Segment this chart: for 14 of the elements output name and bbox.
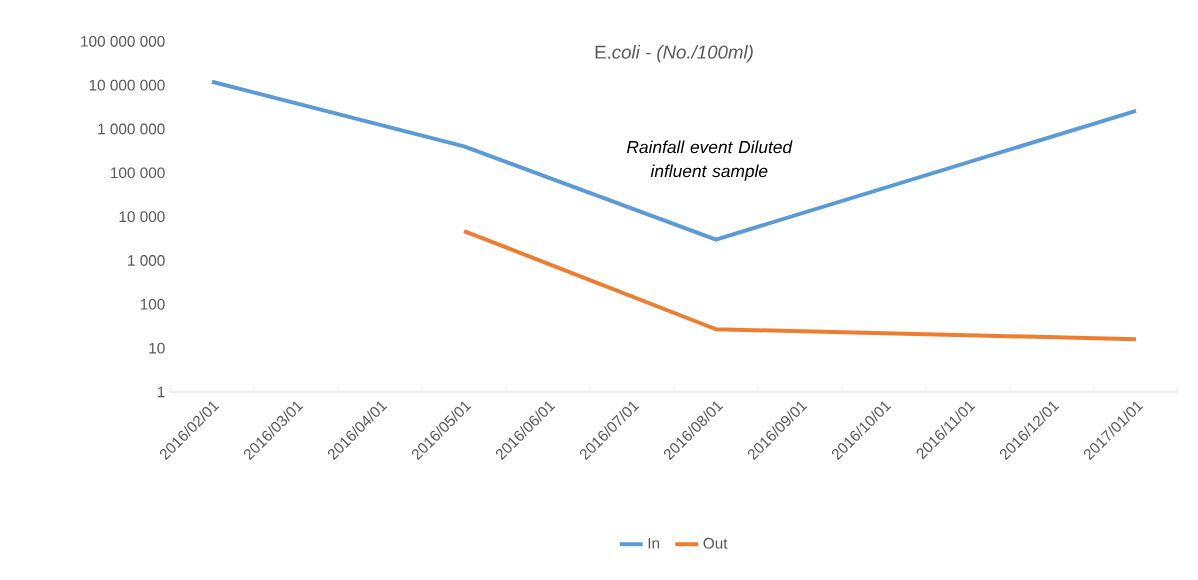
chart-title: E.coli - (No./100ml) <box>595 45 753 63</box>
y-tick-label: 1 000 000 <box>98 123 165 135</box>
legend-label: In <box>648 537 660 549</box>
annotation: Rainfall event Diluted influent sample <box>626 140 793 181</box>
line-series <box>210 79 1138 242</box>
y-tick-label: 100 <box>140 298 165 310</box>
y-tick-label: 10 000 000 <box>89 79 165 91</box>
legend-label: Out <box>703 537 728 549</box>
y-tick-label: 100 000 000 <box>81 35 165 47</box>
y-tick-label: 1 <box>157 386 165 398</box>
y-tick-label: 10 <box>149 342 165 354</box>
y-tick-label: 100 000 <box>111 167 165 179</box>
y-tick-label: 10 000 <box>119 211 165 223</box>
y-tick-label: 1 000 <box>128 255 165 266</box>
